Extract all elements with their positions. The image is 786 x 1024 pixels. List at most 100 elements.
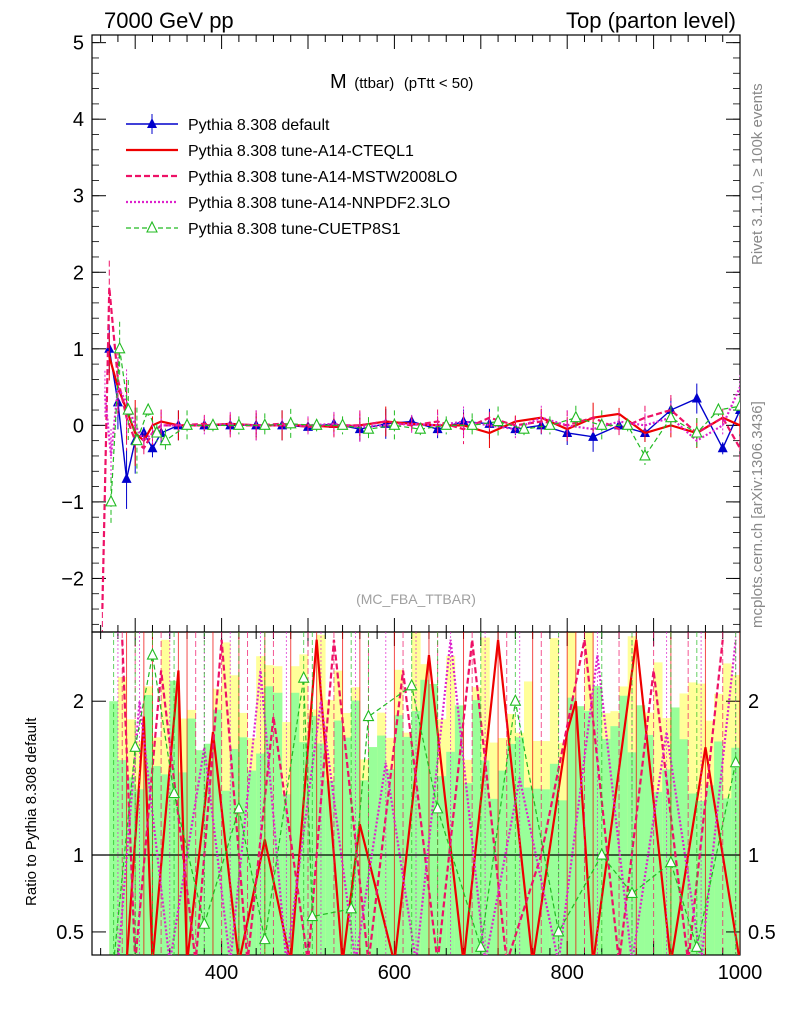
ratio-band-green: [532, 788, 542, 955]
ratio-series-group: [113, 632, 740, 955]
y-tick-label: 1: [73, 845, 84, 867]
y-tick-label: 3: [73, 186, 84, 208]
ratio-band-green: [463, 783, 473, 955]
data-point: [690, 425, 703, 438]
data-point: [544, 418, 556, 430]
data-point: [388, 418, 401, 430]
x-tick-label: 1000: [718, 962, 763, 984]
data-point: [159, 433, 172, 446]
ratio-band-green: [670, 707, 680, 955]
ratio-point: [664, 855, 677, 868]
ratio-point: [595, 847, 608, 860]
ratio-point: [168, 786, 180, 799]
data-point: [207, 418, 219, 430]
data-point: [569, 410, 582, 423]
ratio-band-green: [394, 715, 404, 955]
ratio-band-green: [221, 790, 231, 955]
ratio-band-green: [688, 793, 698, 955]
data-point: [284, 416, 297, 429]
ratio-point: [626, 886, 638, 899]
ratio-band-green: [187, 718, 196, 955]
data-point: [621, 418, 634, 430]
main-series-group: [101, 260, 740, 632]
legend-label: Pythia 8.308 tune-A14-CTEQL1: [188, 143, 414, 160]
legend-label: Pythia 8.308 default: [188, 117, 330, 134]
analysis-label: (MC_FBA_TTBAR): [356, 591, 476, 607]
ratio-band-green: [437, 776, 447, 955]
ratio-band-green: [575, 706, 585, 955]
ratio-point: [690, 940, 703, 952]
ratio-point: [198, 917, 211, 929]
main-axes: −2 −1 0 1 2 3 4 5: [61, 33, 741, 633]
legend-label: Pythia 8.308 tune-A14-NNPDF2.3LO: [188, 195, 450, 212]
ratio-band-green: [428, 683, 438, 955]
data-point: [712, 402, 725, 415]
data-point: [362, 421, 375, 434]
ratio-band-green: [290, 692, 300, 955]
data-point: [232, 418, 245, 430]
header-right: Top (parton level): [566, 8, 736, 33]
data-point: [414, 421, 427, 434]
y-tick-label: 0: [73, 415, 84, 437]
ratio-point: [431, 801, 444, 814]
y-tick-label: 2: [73, 262, 84, 284]
ratio-point: [258, 932, 271, 945]
data-point: [466, 418, 479, 430]
ratio-line-2: [117, 639, 737, 955]
ratio-band-green: [524, 787, 533, 955]
data-point: [147, 442, 158, 453]
ratio-point: [474, 940, 487, 952]
data-point: [595, 418, 608, 430]
data-point: [258, 418, 271, 430]
data-point: [181, 418, 193, 430]
ratio-point: [232, 801, 245, 814]
ratio-point: [129, 740, 142, 752]
legend: Pythia 8.308 default Pythia 8.308 tune-A1…: [126, 114, 457, 238]
ratio-band-green: [567, 697, 577, 955]
ratio-band-green: [247, 770, 257, 955]
ratio-band-green: [714, 741, 724, 955]
y-tick-label: 5: [73, 33, 84, 55]
data-point: [131, 433, 143, 446]
ratio-point: [362, 709, 375, 722]
ratio-point: [345, 901, 358, 914]
plot-title-main: M: [330, 71, 347, 93]
data-point: [518, 421, 530, 434]
data-point: [664, 410, 677, 423]
legend-label: Pythia 8.308 tune-A14-MSTW2008LO: [188, 169, 457, 186]
data-point: [734, 398, 740, 411]
ratio-band-green: [342, 737, 352, 955]
x-tick-label: 800: [551, 962, 584, 984]
ratio-band-green: [584, 711, 594, 955]
data-point: [150, 425, 163, 438]
ratio-band-green: [472, 700, 482, 955]
ratio-band-green: [359, 780, 369, 955]
ratio-band-green: [489, 798, 499, 955]
plot-title: M (ttbar) (pTtt < 50): [330, 71, 473, 93]
data-point: [113, 341, 126, 354]
ratio-band-green: [549, 763, 559, 955]
data-point: [310, 418, 323, 430]
ratio-band-green: [705, 785, 715, 955]
ratio-band-green: [610, 726, 620, 955]
ratio-band-green: [498, 770, 508, 955]
y-tick-label: −1: [61, 492, 84, 514]
ratio-point: [552, 924, 565, 937]
data-point: [717, 442, 728, 453]
ratio-point: [729, 755, 740, 768]
ratio-point: [306, 909, 319, 922]
plot-title-cut: (pTtt < 50): [404, 75, 474, 92]
plot-title-sub: (ttbar): [354, 75, 394, 92]
header-left: 7000 GeV pp: [104, 8, 234, 33]
ratio-band-green: [273, 692, 283, 955]
ratio-line-1: [121, 639, 724, 955]
ratio-band-green: [558, 800, 568, 955]
data-point: [440, 418, 453, 430]
ratio-point: [146, 647, 159, 660]
data-point: [639, 448, 651, 461]
ratio-band-green: [506, 743, 516, 955]
ratio-point: [405, 678, 418, 691]
y-tick-label: −2: [61, 568, 84, 590]
ratio-y-label: Ratio to Pythia 8.308 default: [23, 717, 40, 906]
ratio-band-green: [420, 679, 430, 955]
